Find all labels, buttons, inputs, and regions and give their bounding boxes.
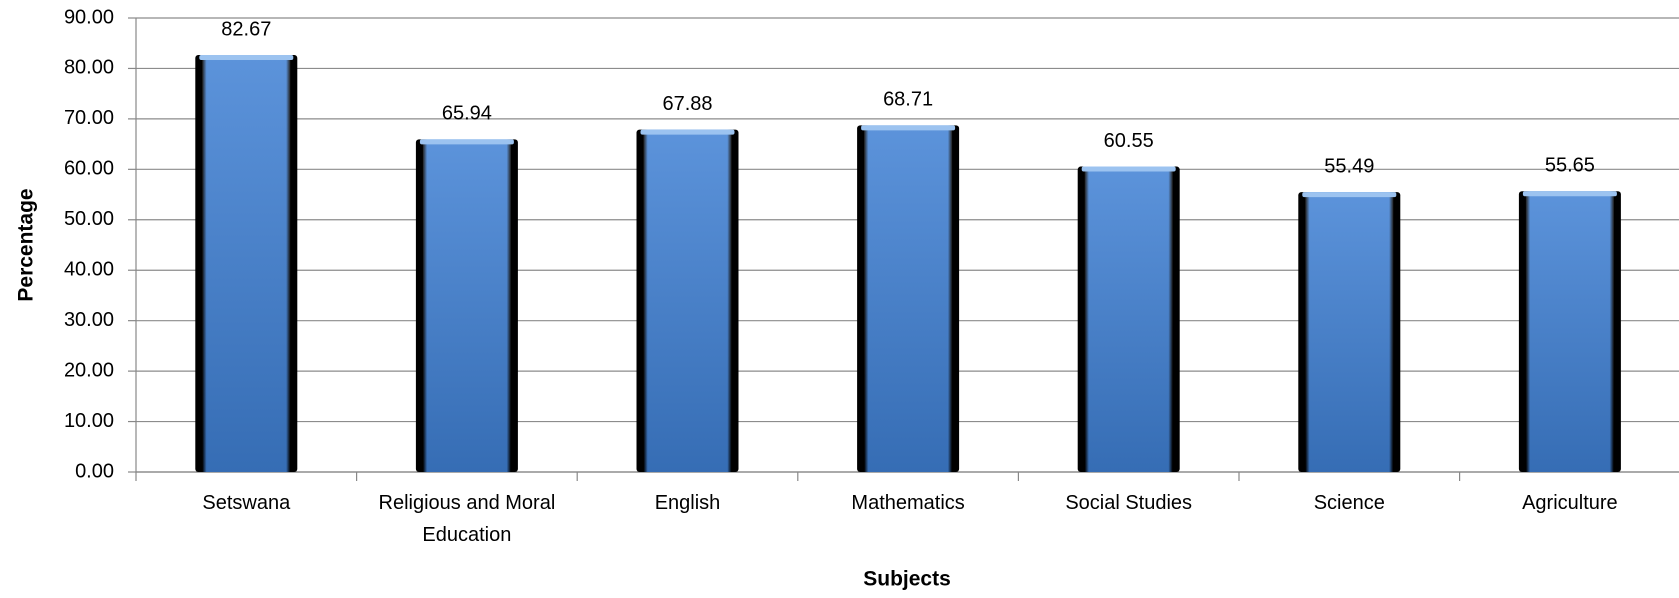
x-tick-label: Religious and Moral Education [378, 492, 556, 546]
bar-cap [640, 129, 735, 135]
y-tick-label: 90.00 [64, 6, 114, 28]
bar-shade [1305, 196, 1394, 472]
bar-shade [864, 129, 953, 472]
bar-cap [419, 139, 514, 145]
bar-shade [422, 143, 511, 473]
y-tick-label: 50.00 [64, 208, 114, 230]
bar-cap [1302, 192, 1397, 198]
value-label: 65.94 [442, 103, 492, 125]
bar-cap [1081, 166, 1176, 172]
bar-shade [1525, 195, 1614, 472]
y-tick-label: 70.00 [64, 107, 114, 129]
y-axis-title: Percentage [15, 188, 38, 301]
value-label: 55.49 [1324, 155, 1374, 177]
bar-shade [202, 58, 291, 473]
y-tick-label: 80.00 [64, 57, 114, 79]
x-axis-title: Subjects [863, 568, 951, 591]
bar-shade [1084, 170, 1173, 472]
y-tick-label: 20.00 [64, 359, 114, 381]
bar-cap [1522, 191, 1617, 197]
x-tick-label: Mathematics [851, 492, 965, 514]
bar-cap [861, 125, 956, 131]
y-tick-label: 40.00 [64, 259, 114, 281]
bar-cap [199, 54, 294, 60]
y-tick-label: 60.00 [64, 158, 114, 180]
x-tick-label: Agriculture [1522, 492, 1618, 514]
x-tick-label: Science [1313, 492, 1385, 514]
x-tick-label: Social Studies [1065, 492, 1193, 514]
value-label: 82.67 [221, 18, 271, 40]
value-label: 68.71 [883, 89, 933, 111]
y-tick-label: 30.00 [64, 309, 114, 331]
bar-shade [643, 133, 732, 472]
y-tick-label: 10.00 [64, 410, 114, 432]
value-label: 55.65 [1545, 155, 1595, 177]
x-tick-label: Setswana [202, 492, 291, 514]
x-tick-label: English [654, 492, 721, 514]
y-tick-label: 0.00 [75, 460, 114, 482]
value-label: 67.88 [662, 93, 712, 115]
value-label: 60.55 [1104, 130, 1154, 152]
